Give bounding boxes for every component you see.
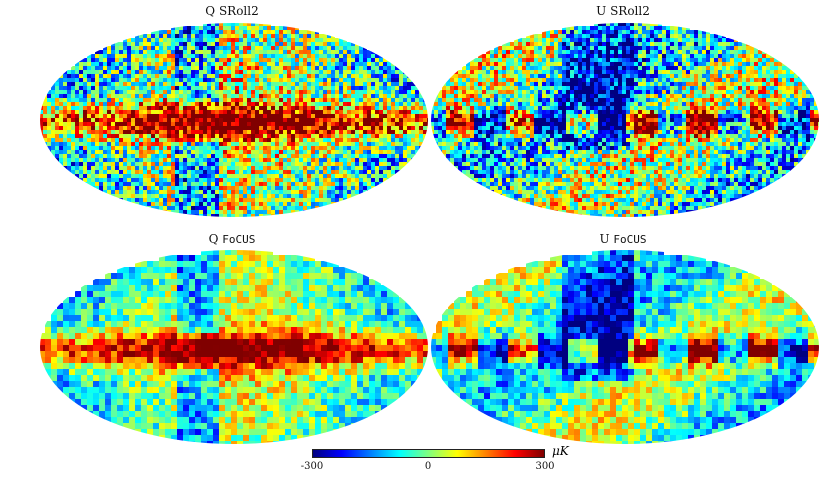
- panel-title-u-sroll2: U SRoll2: [523, 4, 723, 18]
- colorbar-mid-label: 0: [424, 461, 432, 472]
- map-q-sroll2: [40, 23, 428, 217]
- colorbar-max-label: 300: [535, 461, 555, 472]
- map-u-focus: [431, 250, 819, 444]
- title-name: FoCUS: [222, 233, 256, 246]
- title-name: FoCUS: [613, 233, 647, 246]
- map-u-sroll2: [431, 23, 819, 217]
- title-name: SRoll2: [218, 4, 259, 18]
- title-name: SRoll2: [610, 4, 650, 18]
- title-prefix: U: [596, 4, 607, 18]
- map-q-focus: [40, 250, 428, 444]
- panel-title-u-focus: U FoCUS: [523, 232, 723, 246]
- colorbar-unit: μK: [552, 444, 569, 458]
- panel-title-q-focus: Q FoCUS: [132, 232, 332, 246]
- title-prefix: Q: [208, 232, 219, 246]
- panel-title-q-sroll2: Q SRoll2: [132, 4, 332, 18]
- colorbar: [312, 449, 545, 458]
- title-prefix: U: [599, 232, 610, 246]
- colorbar-min-label: -300: [300, 461, 324, 472]
- title-prefix: Q: [205, 4, 216, 18]
